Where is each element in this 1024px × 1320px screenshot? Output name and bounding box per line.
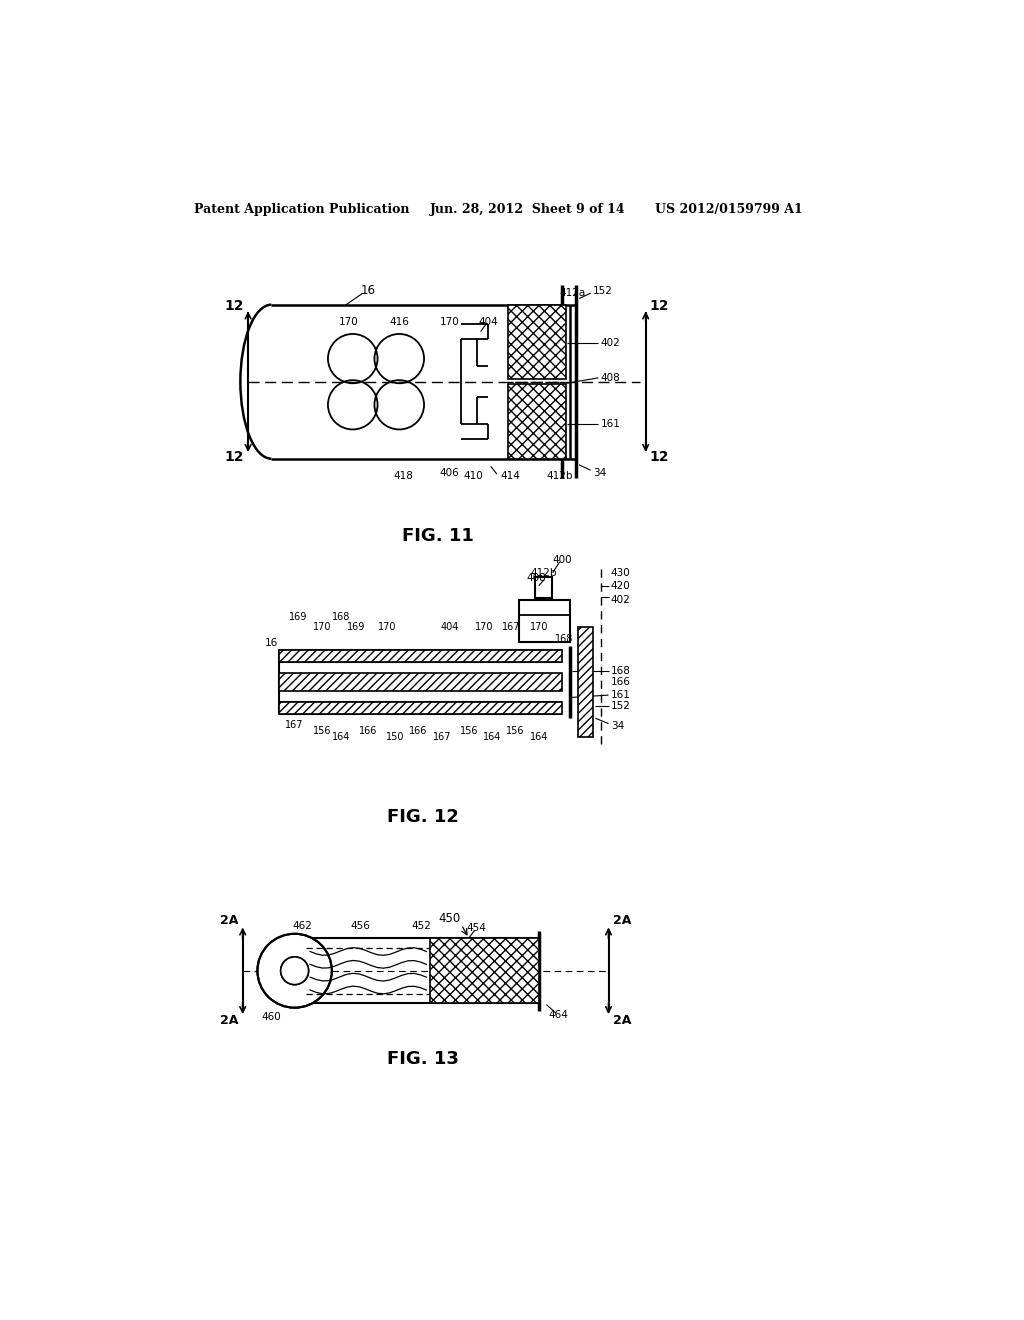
Text: 150: 150 <box>386 733 404 742</box>
Text: 404: 404 <box>440 622 459 631</box>
Text: 2A: 2A <box>219 1014 238 1027</box>
Text: 450: 450 <box>438 912 461 925</box>
Text: 400: 400 <box>552 554 571 565</box>
Text: FIG. 13: FIG. 13 <box>387 1051 459 1068</box>
Text: 12: 12 <box>650 450 670 465</box>
Text: 2A: 2A <box>613 915 632 927</box>
Text: 412a: 412a <box>560 288 586 298</box>
Text: 16: 16 <box>360 284 376 297</box>
Text: 416: 416 <box>389 317 410 326</box>
Text: 161: 161 <box>601 418 621 429</box>
Bar <box>280 702 562 714</box>
Text: 12: 12 <box>224 300 244 313</box>
Text: 420: 420 <box>611 581 631 591</box>
Bar <box>508 384 566 459</box>
Text: Patent Application Publication: Patent Application Publication <box>194 203 410 216</box>
Bar <box>578 627 593 738</box>
Text: 167: 167 <box>503 622 521 631</box>
Text: FIG. 12: FIG. 12 <box>387 808 459 826</box>
Text: 169: 169 <box>290 612 307 622</box>
Text: 404: 404 <box>478 317 499 326</box>
Text: 402: 402 <box>611 594 631 605</box>
Bar <box>535 577 552 598</box>
Text: 170: 170 <box>529 622 548 631</box>
Text: 412b: 412b <box>530 568 557 578</box>
Text: 462: 462 <box>293 921 312 931</box>
Bar <box>295 939 539 1003</box>
Text: 161: 161 <box>611 690 631 700</box>
Bar <box>508 305 566 379</box>
Text: 166: 166 <box>359 726 378 737</box>
Text: 430: 430 <box>611 568 631 578</box>
Text: 12: 12 <box>224 450 244 465</box>
Text: 167: 167 <box>286 721 304 730</box>
Text: 402: 402 <box>601 338 621 348</box>
Text: 168: 168 <box>611 667 631 676</box>
Text: 156: 156 <box>312 726 331 737</box>
Text: 169: 169 <box>347 622 366 631</box>
Text: 34: 34 <box>593 467 606 478</box>
Text: 16: 16 <box>264 639 278 648</box>
Text: 168: 168 <box>332 612 350 622</box>
Text: 152: 152 <box>611 701 631 711</box>
Text: 406: 406 <box>439 467 460 478</box>
Text: Jun. 28, 2012  Sheet 9 of 14: Jun. 28, 2012 Sheet 9 of 14 <box>430 203 626 216</box>
Text: 12: 12 <box>650 300 670 313</box>
Text: 418: 418 <box>393 471 413 480</box>
Text: 166: 166 <box>611 677 631 686</box>
Text: 170: 170 <box>439 317 460 326</box>
Text: 164: 164 <box>332 733 350 742</box>
Text: 166: 166 <box>410 726 428 737</box>
Bar <box>430 939 539 1003</box>
Text: 164: 164 <box>529 733 548 742</box>
Bar <box>280 649 562 663</box>
Text: 156: 156 <box>460 726 478 737</box>
Bar <box>519 599 569 642</box>
Text: 460: 460 <box>261 1012 282 1022</box>
Text: 2A: 2A <box>613 1014 632 1027</box>
Text: 464: 464 <box>548 1010 568 1020</box>
Text: 152: 152 <box>593 286 613 296</box>
Circle shape <box>257 933 332 1007</box>
Text: 454: 454 <box>467 924 486 933</box>
Text: 410: 410 <box>463 471 482 480</box>
Text: FIG. 11: FIG. 11 <box>402 527 474 545</box>
Text: 414: 414 <box>500 471 520 480</box>
Bar <box>280 673 562 692</box>
Text: 452: 452 <box>411 921 431 931</box>
Text: 408: 408 <box>601 372 621 383</box>
Text: 168: 168 <box>555 634 573 644</box>
Text: 34: 34 <box>611 721 624 731</box>
Text: 2A: 2A <box>219 915 238 927</box>
Text: 412b: 412b <box>547 471 572 480</box>
Circle shape <box>281 957 308 985</box>
Text: 170: 170 <box>379 622 397 631</box>
Text: 156: 156 <box>506 726 524 737</box>
Text: 456: 456 <box>350 921 371 931</box>
Text: 170: 170 <box>475 622 494 631</box>
Text: 170: 170 <box>339 317 358 326</box>
Text: US 2012/0159799 A1: US 2012/0159799 A1 <box>655 203 803 216</box>
Text: 408: 408 <box>526 573 547 583</box>
Text: 164: 164 <box>483 733 502 742</box>
Text: 167: 167 <box>432 733 452 742</box>
Text: 170: 170 <box>312 622 331 631</box>
